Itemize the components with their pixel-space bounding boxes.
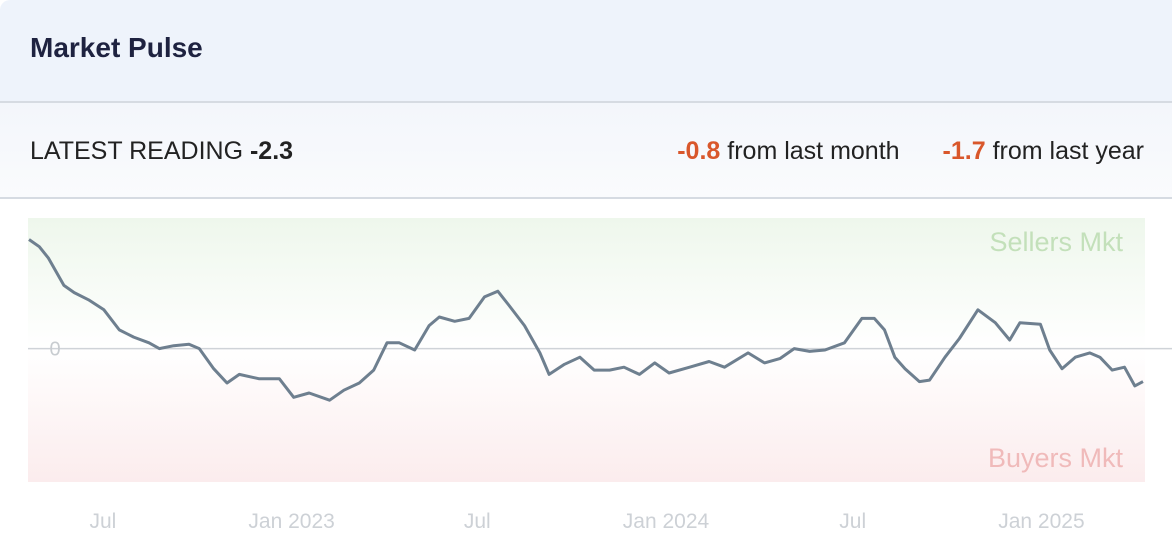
- x-tick-label: Jul: [89, 510, 116, 533]
- buyers-region: [28, 348, 1145, 482]
- month-change: -0.8 from last month: [677, 137, 899, 165]
- card-title: Market Pulse: [30, 32, 203, 63]
- sellers-label: Sellers Mkt: [989, 227, 1123, 257]
- x-tick-label: Jul: [464, 510, 491, 533]
- x-tick-label: Jan 2025: [998, 510, 1084, 533]
- card-header: Market Pulse: [0, 0, 1172, 103]
- month-change-label: from last month: [727, 137, 900, 165]
- x-tick-label: Jan 2024: [623, 510, 710, 533]
- x-tick-label: Jul: [839, 510, 866, 533]
- month-change-value: -0.8: [677, 137, 721, 165]
- stats-bar: LATEST READING -2.3 -0.8 from last month…: [0, 103, 1172, 199]
- latest-reading: LATEST READING -2.3: [30, 137, 293, 166]
- latest-reading-value: -2.3: [249, 137, 294, 165]
- series-line: [28, 238, 1144, 402]
- market-pulse-chart: 0 Sellers Mkt Buyers Mkt Jul Jan 2023 Jul J…: [28, 218, 1172, 533]
- sellers-region: [28, 218, 1145, 349]
- zero-label: 0: [49, 339, 60, 361]
- year-change: -1.7 from last year: [943, 137, 1144, 165]
- changes: -0.8 from last month -1.7 from last year: [677, 137, 1144, 166]
- year-change-value: -1.7: [942, 137, 986, 165]
- buyers-label: Buyers Mkt: [988, 443, 1124, 473]
- year-change-label: from last year: [992, 137, 1144, 165]
- latest-reading-label: LATEST READING: [30, 137, 244, 165]
- x-tick-label: Jan 2023: [248, 510, 334, 533]
